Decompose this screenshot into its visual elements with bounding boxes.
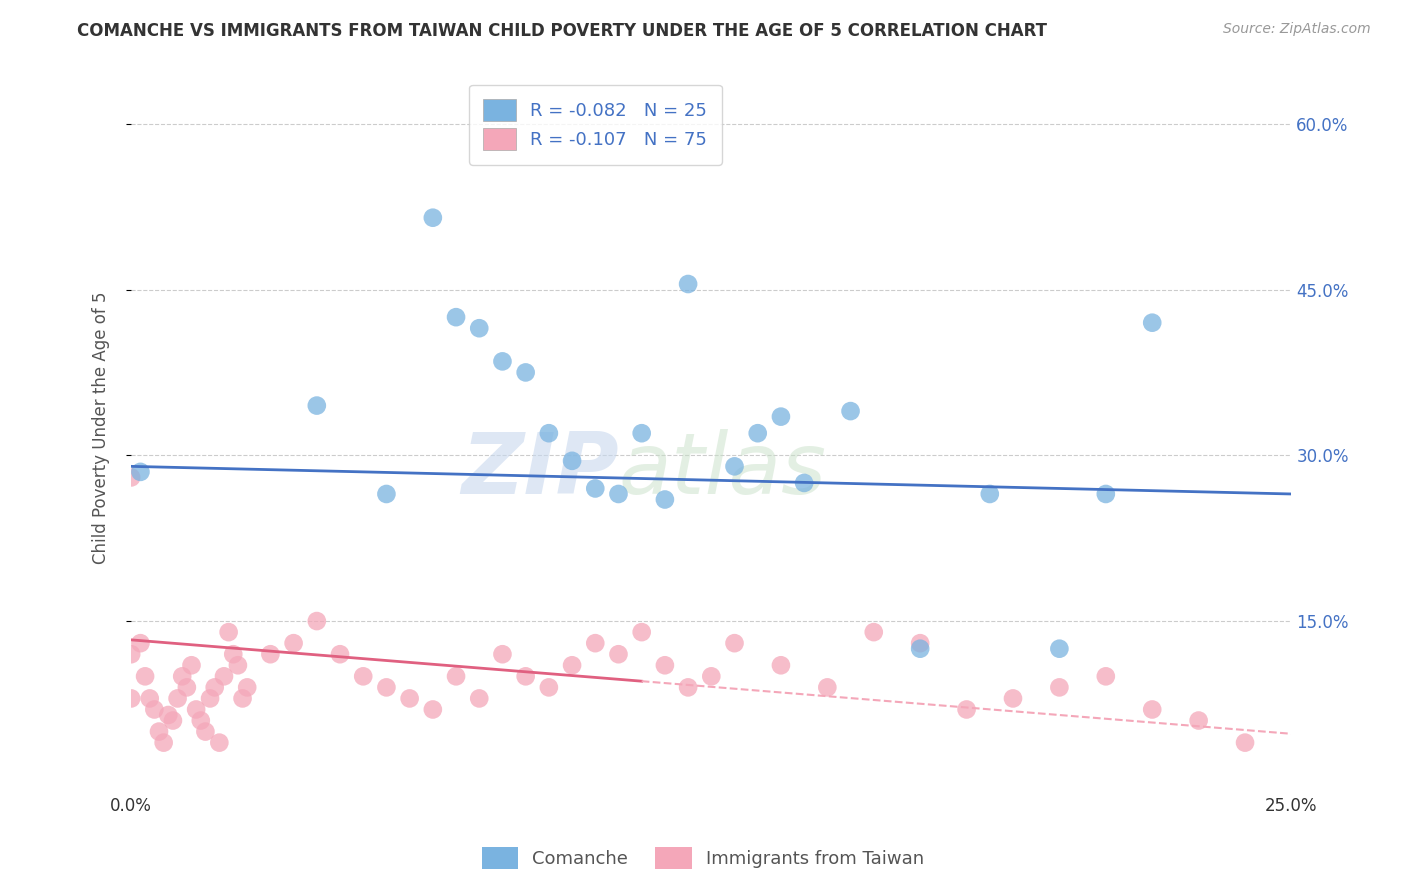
Point <box>1047 681 1070 695</box>
Point <box>222 647 245 661</box>
Point <box>862 625 884 640</box>
Point <box>630 426 652 441</box>
Point <box>1094 487 1116 501</box>
Point <box>204 681 226 695</box>
Point <box>1234 736 1257 750</box>
Point <box>157 708 180 723</box>
Point <box>908 636 931 650</box>
Point <box>654 658 676 673</box>
Point <box>218 625 240 640</box>
Point <box>398 691 420 706</box>
Point <box>723 636 745 650</box>
Point <box>676 681 699 695</box>
Point <box>537 681 560 695</box>
Point <box>148 724 170 739</box>
Point <box>329 647 352 661</box>
Point <box>162 714 184 728</box>
Point <box>1142 702 1164 716</box>
Point <box>120 470 142 484</box>
Text: ZIP: ZIP <box>461 429 619 512</box>
Point <box>815 681 838 695</box>
Point <box>186 702 208 716</box>
Legend: Comanche, Immigrants from Taiwan: Comanche, Immigrants from Taiwan <box>472 838 934 879</box>
Point <box>375 487 398 501</box>
Point <box>226 658 249 673</box>
Text: atlas: atlas <box>619 429 827 512</box>
Point <box>152 736 174 750</box>
Point <box>769 658 792 673</box>
Text: Source: ZipAtlas.com: Source: ZipAtlas.com <box>1223 22 1371 37</box>
Point <box>305 614 328 628</box>
Point <box>1094 669 1116 683</box>
Point <box>190 714 212 728</box>
Point <box>1047 641 1070 656</box>
Point <box>468 691 491 706</box>
Point <box>537 426 560 441</box>
Point <box>444 669 467 683</box>
Point <box>583 482 606 496</box>
Point <box>676 277 699 291</box>
Point <box>138 691 160 706</box>
Point <box>172 669 194 683</box>
Point <box>583 636 606 650</box>
Point <box>747 426 769 441</box>
Point <box>120 691 142 706</box>
Point <box>422 702 444 716</box>
Point <box>607 487 630 501</box>
Point <box>515 366 537 380</box>
Point <box>375 681 398 695</box>
Point <box>839 404 862 418</box>
Point <box>444 310 467 325</box>
Point <box>654 492 676 507</box>
Point <box>166 691 188 706</box>
Point <box>793 475 815 490</box>
Point <box>607 647 630 661</box>
Point <box>283 636 305 650</box>
Point <box>769 409 792 424</box>
Point <box>352 669 374 683</box>
Point <box>630 625 652 640</box>
Point <box>955 702 977 716</box>
Point <box>198 691 221 706</box>
Point <box>561 658 583 673</box>
Point <box>176 681 198 695</box>
Point <box>143 702 166 716</box>
Point <box>515 669 537 683</box>
Point <box>468 321 491 335</box>
Point <box>212 669 235 683</box>
Point <box>1188 714 1211 728</box>
Point <box>180 658 202 673</box>
Y-axis label: Child Poverty Under the Age of 5: Child Poverty Under the Age of 5 <box>93 292 110 564</box>
Point <box>208 736 231 750</box>
Point <box>422 211 444 225</box>
Point <box>908 641 931 656</box>
Point <box>561 454 583 468</box>
Point <box>1001 691 1024 706</box>
Point <box>236 681 259 695</box>
Point <box>129 636 152 650</box>
Legend: R = -0.082   N = 25, R = -0.107   N = 75: R = -0.082 N = 25, R = -0.107 N = 75 <box>470 85 721 165</box>
Point <box>194 724 217 739</box>
Point <box>979 487 1001 501</box>
Point <box>700 669 723 683</box>
Point <box>491 354 513 368</box>
Text: COMANCHE VS IMMIGRANTS FROM TAIWAN CHILD POVERTY UNDER THE AGE OF 5 CORRELATION : COMANCHE VS IMMIGRANTS FROM TAIWAN CHILD… <box>77 22 1047 40</box>
Point <box>723 459 745 474</box>
Point <box>120 647 142 661</box>
Point <box>259 647 281 661</box>
Point <box>1142 316 1164 330</box>
Point <box>129 465 152 479</box>
Point <box>305 399 328 413</box>
Point <box>134 669 156 683</box>
Point <box>491 647 513 661</box>
Point <box>232 691 254 706</box>
